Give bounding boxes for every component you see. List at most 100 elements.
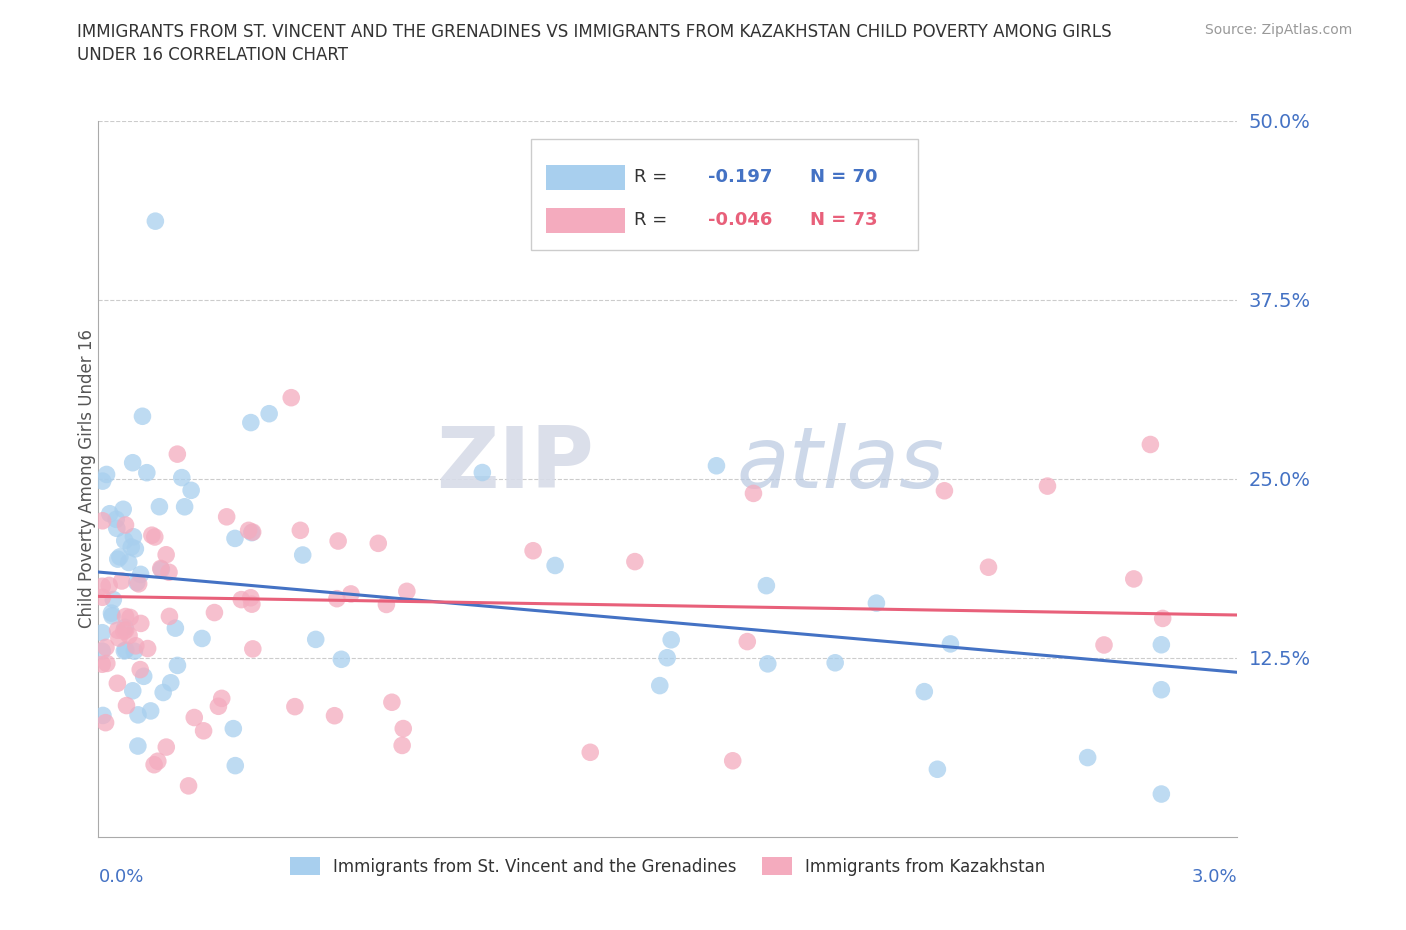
- Point: [91, 473, 114, 488]
- Point: [624, 554, 647, 569]
- Point: [94, 715, 117, 730]
- Point: [107, 623, 129, 638]
- Point: [1092, 638, 1115, 653]
- Point: [124, 541, 146, 556]
- Legend: Immigrants from St. Vincent and the Grenadines, Immigrants from Kazakhstan: Immigrants from St. Vincent and the Gren…: [284, 850, 1052, 883]
- Point: [326, 534, 349, 549]
- Point: [1152, 611, 1174, 626]
- Point: [91, 590, 114, 604]
- Point: [367, 536, 389, 551]
- Point: [114, 518, 136, 533]
- Point: [544, 558, 567, 573]
- Point: [103, 592, 125, 607]
- Point: [166, 658, 188, 672]
- Point: [129, 662, 152, 677]
- Point: [224, 531, 246, 546]
- Point: [240, 597, 263, 612]
- Point: [977, 560, 1000, 575]
- Point: [136, 641, 159, 656]
- Point: [912, 684, 935, 699]
- Point: [326, 591, 349, 606]
- Point: [122, 529, 145, 544]
- Point: [657, 650, 679, 665]
- Point: [107, 551, 129, 566]
- Point: [165, 620, 187, 635]
- Point: [111, 574, 134, 589]
- Point: [125, 575, 148, 590]
- Point: [291, 548, 314, 563]
- Point: [146, 754, 169, 769]
- Point: [927, 762, 949, 777]
- Text: -0.046: -0.046: [707, 211, 772, 230]
- Point: [239, 415, 262, 430]
- Text: UNDER 16 CORRELATION CHART: UNDER 16 CORRELATION CHART: [77, 46, 349, 64]
- Text: 0.0%: 0.0%: [98, 868, 143, 885]
- Point: [94, 640, 117, 655]
- Point: [114, 643, 136, 658]
- Point: [129, 616, 152, 631]
- Point: [934, 484, 956, 498]
- Point: [290, 523, 312, 538]
- Point: [101, 608, 124, 623]
- Point: [127, 708, 149, 723]
- Point: [143, 529, 166, 544]
- Point: [183, 711, 205, 725]
- Point: [170, 471, 193, 485]
- Point: [105, 512, 128, 526]
- Point: [118, 555, 141, 570]
- Point: [242, 525, 264, 539]
- Point: [1122, 572, 1144, 587]
- Point: [127, 738, 149, 753]
- Point: [305, 632, 328, 647]
- Point: [91, 578, 114, 593]
- Point: [105, 521, 128, 536]
- Point: [242, 642, 264, 657]
- Point: [125, 638, 148, 653]
- Point: [143, 757, 166, 772]
- Point: [742, 486, 765, 501]
- Point: [135, 465, 157, 480]
- Point: [149, 561, 172, 576]
- Point: [91, 644, 114, 658]
- FancyBboxPatch shape: [546, 165, 624, 191]
- Point: [159, 609, 181, 624]
- Point: [257, 406, 280, 421]
- Point: [120, 610, 142, 625]
- Point: [157, 565, 180, 579]
- Point: [239, 591, 262, 605]
- Point: [522, 543, 544, 558]
- Point: [238, 523, 260, 538]
- Point: [150, 562, 173, 577]
- Point: [112, 644, 135, 658]
- Point: [132, 669, 155, 684]
- Point: [128, 577, 150, 591]
- Text: 3.0%: 3.0%: [1192, 868, 1237, 885]
- Point: [173, 499, 195, 514]
- Text: Source: ZipAtlas.com: Source: ZipAtlas.com: [1205, 23, 1353, 37]
- Point: [124, 644, 146, 658]
- Point: [1150, 683, 1173, 698]
- Point: [145, 214, 167, 229]
- Point: [155, 548, 177, 563]
- Point: [471, 465, 494, 480]
- Point: [91, 657, 114, 671]
- Y-axis label: Child Poverty Among Girls Under 16: Child Poverty Among Girls Under 16: [79, 329, 96, 629]
- Point: [224, 758, 246, 773]
- Point: [280, 391, 302, 405]
- Point: [222, 721, 245, 736]
- Point: [659, 632, 682, 647]
- Point: [865, 595, 887, 610]
- Point: [939, 636, 962, 651]
- FancyBboxPatch shape: [531, 139, 918, 250]
- Point: [340, 587, 363, 602]
- Point: [114, 622, 136, 637]
- Point: [96, 467, 118, 482]
- Point: [381, 695, 404, 710]
- Point: [391, 738, 413, 753]
- Point: [155, 739, 177, 754]
- Point: [121, 684, 143, 698]
- Point: [392, 721, 415, 736]
- Point: [129, 567, 152, 582]
- Point: [152, 685, 174, 700]
- Point: [121, 456, 143, 471]
